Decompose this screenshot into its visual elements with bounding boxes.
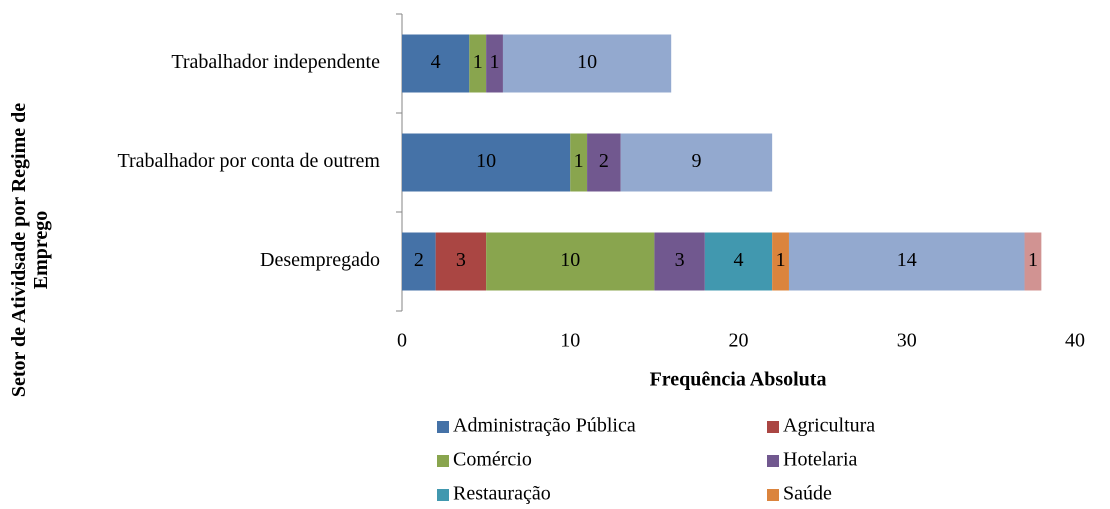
data-label: 10	[476, 150, 496, 172]
bar-segment	[486, 34, 503, 93]
data-label: 14	[897, 249, 917, 271]
data-label: 3	[675, 249, 685, 271]
legend-swatch	[767, 455, 779, 467]
bar-segment	[1024, 232, 1042, 291]
bar-segment	[402, 34, 470, 93]
bar-segment	[486, 232, 655, 291]
bar-segment	[469, 34, 487, 93]
legend-label: Administração Pública	[453, 415, 636, 437]
y-axis-title: Setor de Atividsade por Regime de Empreg…	[8, 102, 52, 398]
x-tick-label: 20	[729, 330, 749, 352]
y-tick-label: Trabalhador independente	[171, 51, 380, 73]
bar-segment	[587, 133, 621, 192]
x-tick-label: 0	[397, 330, 407, 352]
legend-swatch	[767, 489, 779, 501]
legend-label: Agricultura	[783, 415, 875, 437]
legend-label: Restauração	[453, 483, 551, 504]
bar-segment	[570, 133, 588, 192]
data-label: 10	[560, 249, 580, 271]
data-label: 10	[577, 51, 597, 73]
x-tick-label: 10	[560, 330, 580, 352]
bar-segment	[704, 232, 773, 291]
bar-segment	[788, 232, 1025, 291]
bar-segment	[402, 232, 436, 291]
bar-segment	[402, 133, 571, 192]
data-label: 4	[431, 51, 441, 73]
bar-segment	[654, 232, 705, 291]
legend-swatch	[437, 421, 449, 433]
data-label: 1	[1028, 249, 1038, 271]
y-tick-label: Trabalhador por conta de outrem	[117, 150, 380, 172]
legend-swatch	[437, 489, 449, 501]
data-label: 9	[691, 150, 701, 172]
data-label: 1	[776, 249, 786, 271]
data-label: 1	[574, 150, 584, 172]
legend-swatch	[767, 421, 779, 433]
bar-segment	[620, 133, 773, 192]
data-label: 4	[734, 249, 744, 271]
data-label: 2	[414, 249, 424, 271]
x-tick-label: 40	[1065, 330, 1085, 352]
data-label: 1	[473, 51, 483, 73]
legend-label: Comércio	[453, 449, 532, 471]
data-label: 1	[490, 51, 500, 73]
x-axis-title: Frequência Absoluta	[650, 369, 827, 391]
bar-segment	[435, 232, 487, 291]
data-label: 2	[599, 150, 609, 172]
y-tick-label: Desempregado	[260, 249, 380, 271]
bar-segment	[502, 34, 672, 93]
bar-segment	[772, 232, 789, 291]
legend-swatch	[437, 455, 449, 467]
legend-label: Saúde	[783, 483, 832, 504]
legend-label: Hotelaria	[783, 449, 858, 471]
x-tick-label: 30	[897, 330, 917, 352]
data-label: 3	[456, 249, 466, 271]
